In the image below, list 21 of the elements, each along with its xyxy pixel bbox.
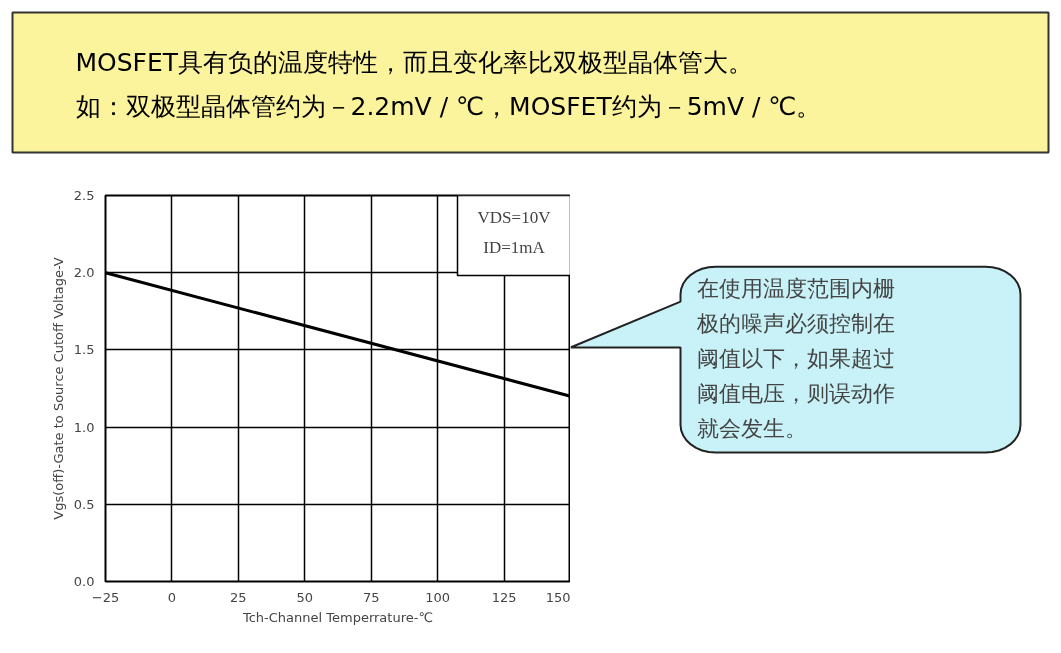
y-tick-label: 0.0 bbox=[73, 574, 95, 589]
y-tick-label: 2.5 bbox=[73, 188, 95, 203]
x-tick-label: 50 bbox=[296, 589, 314, 605]
x-tick-label: 150 bbox=[545, 589, 571, 605]
annotation: ID=1mA bbox=[483, 238, 546, 257]
text: 在使用温度范围内栅极的噪声必须控制在阈值以下，如果超过阈值电压，则误动作就会发生。 bbox=[695, 276, 895, 441]
x-axis-title: Tch-Channel Temperrature-℃ bbox=[241, 609, 434, 625]
chart-subtitle: 如：双极型晶体管约为－2.2mV / ℃，MOSFET约为－5mV / ℃。 bbox=[75, 92, 822, 121]
y-tick-label: 1.5 bbox=[73, 342, 95, 358]
chart-title: MOSFET具有负的温度特性，而且变化率比双极型晶体管大。 bbox=[75, 48, 754, 77]
y-tick-label: 2.0 bbox=[73, 265, 95, 281]
x-tick-label: 100 bbox=[425, 589, 451, 605]
y-axis-title: Vgs(off)-Gate to Source Cutoff Voltage-V bbox=[50, 257, 66, 520]
x-tick-label: −25 bbox=[91, 589, 120, 605]
x-tick-label: 125 bbox=[491, 589, 517, 605]
y-tick-label: 1.0 bbox=[73, 419, 95, 435]
annotation: VDS=10V bbox=[477, 208, 552, 227]
y-tick-label: 0.5 bbox=[73, 496, 95, 512]
x-tick-label: 25 bbox=[230, 589, 247, 605]
x-tick-label: 0 bbox=[167, 589, 177, 605]
x-tick-label: 75 bbox=[362, 589, 380, 605]
